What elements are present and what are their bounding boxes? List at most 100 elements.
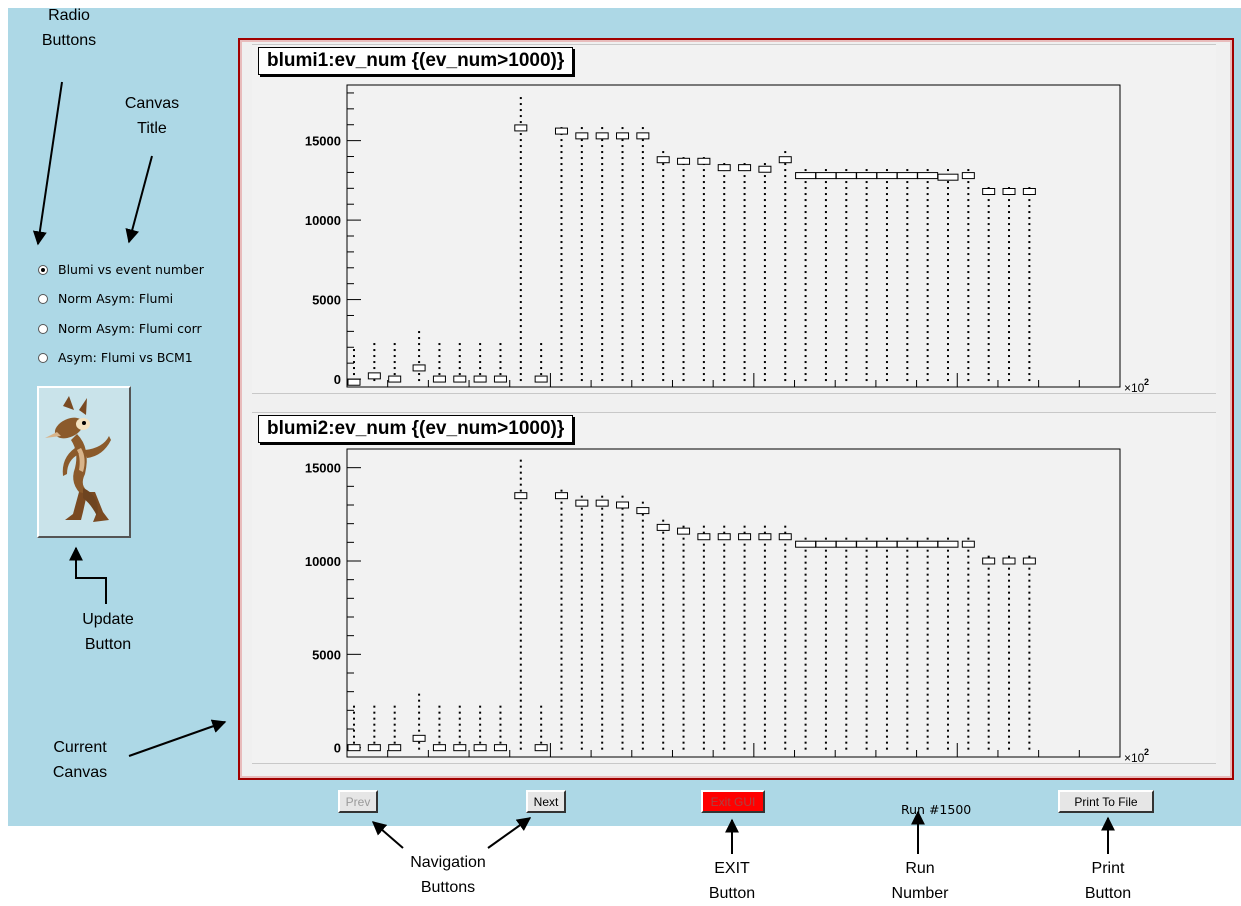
scatter-dot bbox=[885, 645, 888, 648]
scatter-dot bbox=[479, 367, 482, 370]
scatter-dot bbox=[621, 259, 624, 262]
scatter-dot bbox=[845, 537, 848, 540]
scatter-dot bbox=[560, 349, 563, 352]
box-marker bbox=[717, 164, 731, 172]
scatter-dot bbox=[560, 627, 563, 630]
scatter-dot bbox=[601, 301, 604, 304]
scatter-dot bbox=[373, 349, 376, 352]
scatter-dot bbox=[580, 627, 583, 630]
plot-pad-blumi1[interactable]: 150001000050000050010001500×102 blumi1:e… bbox=[252, 44, 1216, 394]
scatter-dot bbox=[353, 717, 355, 720]
scatter-dot bbox=[1008, 283, 1011, 286]
scatter-dot bbox=[967, 181, 970, 184]
scatter-dot bbox=[621, 163, 624, 166]
scatter-dot bbox=[967, 567, 970, 570]
scatter-dot bbox=[865, 253, 868, 256]
scatter-dot bbox=[967, 621, 970, 624]
scatter-dot bbox=[702, 561, 705, 564]
scatter-dot bbox=[601, 163, 604, 166]
scatter-dot bbox=[784, 361, 787, 364]
scatter-dot bbox=[641, 537, 644, 540]
scatter-dot bbox=[601, 747, 604, 750]
scatter-dot bbox=[1008, 199, 1011, 202]
scatter-dot bbox=[641, 717, 644, 720]
scatter-dot bbox=[601, 157, 604, 160]
scatter-dot bbox=[641, 669, 644, 672]
update-button[interactable] bbox=[37, 386, 131, 538]
scatter-dot bbox=[702, 271, 705, 274]
next-button[interactable]: Next bbox=[526, 790, 566, 813]
box-marker bbox=[453, 375, 467, 383]
scatter-dot bbox=[804, 295, 807, 298]
scatter-dot bbox=[723, 579, 726, 582]
scatter-dot bbox=[1028, 651, 1031, 654]
scatter-dot bbox=[1028, 741, 1031, 744]
scatter-dot bbox=[1028, 361, 1031, 364]
scatter-dot bbox=[353, 723, 355, 726]
radio-asym-flumi-vs-bcm1[interactable]: Asym: Flumi vs BCM1 bbox=[38, 350, 193, 365]
scatter-dot bbox=[865, 343, 868, 346]
scatter-dot bbox=[601, 349, 604, 352]
scatter-dot bbox=[784, 747, 787, 750]
scatter-dot bbox=[662, 561, 665, 564]
print-to-file-button[interactable]: Print To File bbox=[1058, 790, 1154, 813]
scatter-dot bbox=[373, 741, 376, 744]
scatter-dot bbox=[393, 349, 396, 352]
scatter-dot bbox=[580, 367, 583, 370]
scatter-dot bbox=[702, 705, 705, 708]
scatter-dot bbox=[946, 379, 949, 382]
scatter-dot bbox=[987, 199, 990, 202]
scatter-dot bbox=[601, 543, 604, 546]
prev-button[interactable]: Prev bbox=[338, 790, 378, 813]
scatter-dot bbox=[580, 307, 583, 310]
scatter-dot bbox=[804, 367, 807, 370]
scatter-dot bbox=[784, 705, 787, 708]
scatter-dot bbox=[906, 645, 909, 648]
scatter-dot bbox=[763, 283, 766, 286]
scatter-dot bbox=[885, 223, 888, 226]
scatter-dot bbox=[662, 597, 665, 600]
scatter-dot bbox=[1028, 663, 1031, 666]
scatter-dot bbox=[946, 567, 949, 570]
scatter-dot bbox=[865, 349, 868, 352]
scatter-dot bbox=[926, 313, 929, 316]
radio-norm-asym-flumi-corr[interactable]: Norm Asym: Flumi corr bbox=[38, 321, 202, 336]
scatter-dot bbox=[601, 379, 604, 382]
scatter-dot bbox=[662, 645, 665, 648]
scatter-dot bbox=[458, 373, 461, 376]
scatter-dot bbox=[580, 139, 583, 142]
scatter-dot bbox=[601, 711, 604, 714]
scatter-dot bbox=[1008, 621, 1011, 624]
scatter-dot bbox=[967, 277, 970, 280]
scatter-dot bbox=[560, 597, 563, 600]
scatter-dot bbox=[763, 337, 766, 340]
scatter-dot bbox=[621, 645, 624, 648]
scatter-dot bbox=[926, 579, 929, 582]
radio-blumi-vs-event-number[interactable]: Blumi vs event number bbox=[38, 262, 204, 277]
scatter-dot bbox=[906, 651, 909, 654]
box-marker bbox=[388, 744, 402, 752]
scatter-dot bbox=[580, 319, 583, 322]
scatter-dot bbox=[1008, 223, 1011, 226]
scatter-dot bbox=[580, 313, 583, 316]
current-canvas[interactable]: 150001000050000050010001500×102 blumi1:e… bbox=[238, 38, 1234, 780]
scatter-dot bbox=[580, 187, 583, 190]
scatter-dot bbox=[641, 271, 644, 274]
scatter-dot bbox=[662, 205, 665, 208]
plot-pad-blumi2[interactable]: 150001000050000050010001500×102 blumi2:e… bbox=[252, 412, 1216, 764]
scatter-dot bbox=[743, 729, 746, 732]
scatter-dot bbox=[580, 609, 583, 612]
exit-gui-button[interactable]: Exit GUI bbox=[701, 790, 765, 813]
scatter-dot bbox=[926, 735, 929, 738]
scatter-dot bbox=[926, 705, 929, 708]
scatter-dot bbox=[926, 181, 929, 184]
scatter-dot bbox=[906, 711, 909, 714]
scatter-dot bbox=[519, 367, 522, 370]
radio-norm-asym-flumi[interactable]: Norm Asym: Flumi bbox=[38, 291, 173, 306]
scatter-dot bbox=[824, 217, 827, 220]
scatter-dot bbox=[702, 645, 705, 648]
scatter-dot bbox=[804, 597, 807, 600]
scatter-dot bbox=[824, 621, 827, 624]
scatter-dot bbox=[499, 711, 502, 714]
scatter-dot bbox=[906, 693, 909, 696]
